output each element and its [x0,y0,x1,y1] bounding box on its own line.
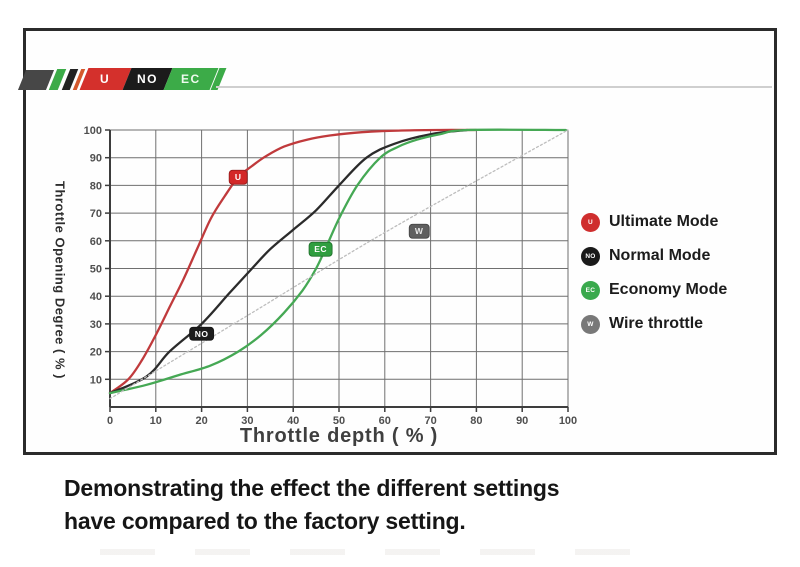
y-tick-label: 80 [90,180,102,192]
chart-legend: U Ultimate Mode NO Normal Mode EC Econom… [581,212,727,348]
banner-segment-label: U [100,72,111,86]
curve-normal-mode [108,128,469,395]
x-tick-label: 40 [287,415,299,427]
y-axis-title: Throttle Opening Degree ( % ) [52,181,68,379]
banner-rule-line [216,86,772,88]
curve-badge-w: W [408,223,430,239]
x-tick-label: 60 [379,415,391,427]
x-tick-label: 20 [195,415,207,427]
y-tick-label: 50 [90,264,102,276]
y-tick-label: 70 [90,208,102,220]
scan-artifact-bottom [100,549,670,555]
x-tick-label: 70 [424,415,436,427]
x-axis-title: Throttle depth ( % ) [239,425,439,447]
legend-label: Wire throttle [609,315,704,332]
curve-economy-mode [108,128,567,395]
plot-canvas: 0 10 20 30 40 50 60 70 80 90 100 10 20 30 40 50 60 70 80 90… [84,125,578,427]
ultimate-mode-marker-icon: U [581,212,600,232]
y-tick-label: 20 [90,347,102,359]
banner-segment-label: NO [137,72,158,86]
caption-line-1: Demonstrating the effect the different s… [64,475,560,501]
throttle-curve-chart: 0 10 20 30 40 50 60 70 80 90 100 10 20 30 40 50 60 70 80 90… [84,125,578,427]
legend-item-ultimate: U Ultimate Mode [581,212,727,232]
curve-badge-no: NO [188,326,215,341]
x-tick-label: 90 [516,415,528,427]
legend-label: Ultimate Mode [609,213,719,230]
wire-throttle-marker-icon: W [581,314,600,334]
curve-badge-ec: EC [308,241,334,257]
x-tick-label: 50 [333,415,345,427]
figure-caption: Demonstrating the effect the different s… [64,472,560,538]
x-tick-label: 30 [241,415,253,427]
legend-item-wire: W Wire throttle [581,314,727,334]
x-tick-label: 10 [150,415,162,427]
x-tick-label: 0 [107,415,113,427]
y-tick-label: 100 [84,125,102,137]
legend-item-normal: NO Normal Mode [581,246,727,266]
curve-badge-u: U [228,169,248,185]
economy-mode-marker-icon: EC [581,280,600,300]
x-tick-label: 80 [470,415,482,427]
y-tick-label: 60 [90,236,102,248]
normal-mode-marker-icon: NO [581,246,600,266]
y-tick-label: 30 [90,319,102,331]
banner-segment-label: EC [181,72,201,86]
y-tick-label: 90 [90,153,102,165]
banner-segment-economy: EC [163,68,219,90]
legend-item-economy: EC Economy Mode [581,280,727,300]
curve-wire-throttle [109,129,569,400]
y-tick-label: 40 [90,291,102,303]
x-tick-label: 100 [559,415,577,427]
legend-label: Economy Mode [609,281,728,298]
legend-label: Normal Mode [609,247,711,264]
caption-line-2: have compared to the factory setting. [64,508,466,534]
y-tick-label: 10 [90,374,102,386]
